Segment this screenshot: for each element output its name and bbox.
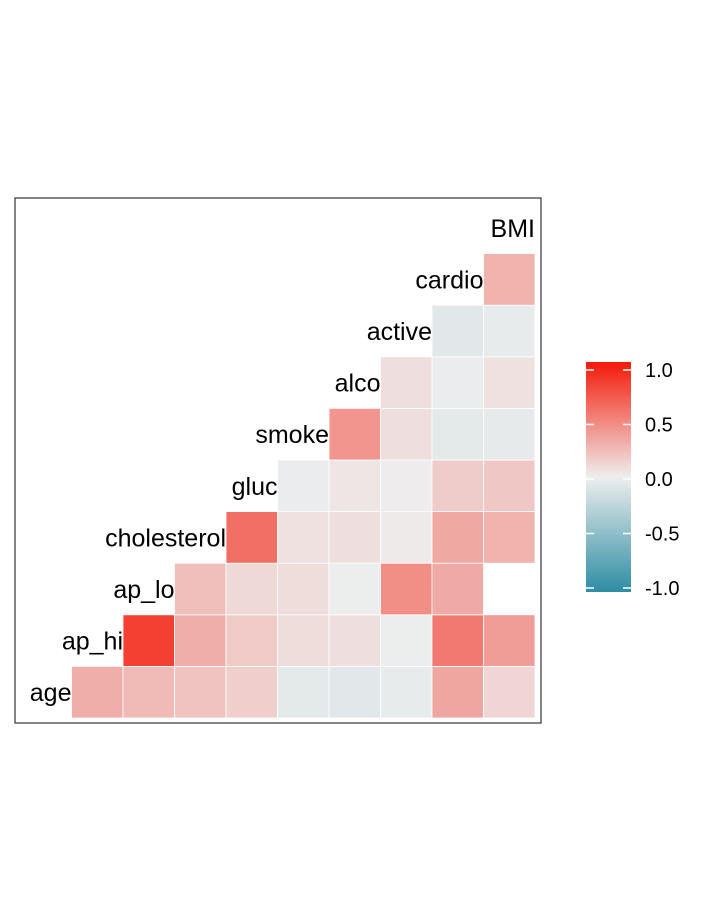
variable-label-ap_hi: ap_hi (62, 628, 123, 656)
plot-panel-border (14, 197, 542, 724)
cell-active-BMI (483, 304, 536, 358)
cell-ap_hi-gluc (225, 614, 278, 667)
cell-age-BMI (483, 666, 536, 719)
cell-age-alco (328, 666, 381, 719)
cell-age-cardio (431, 666, 484, 719)
cell-age-ap_hi (71, 666, 124, 719)
cell-ap_lo-alco (328, 562, 381, 616)
cell-ap_lo-smoke (277, 562, 330, 616)
cell-cardio-BMI (483, 253, 536, 306)
variable-label-cardio: cardio (415, 266, 483, 294)
cell-smoke-cardio (431, 407, 484, 461)
cell-ap_lo-cholesterol (174, 562, 227, 616)
legend-tick-label: 1.0 (645, 360, 673, 382)
cell-gluc-smoke (277, 459, 330, 512)
cell-cholesterol-active (380, 511, 433, 564)
cell-smoke-alco (328, 407, 381, 461)
legend-colorbar (586, 362, 631, 592)
cell-ap_hi-alco (328, 614, 381, 667)
variable-label-alco: alco (335, 370, 381, 398)
cell-gluc-active (380, 459, 433, 512)
cell-age-smoke (277, 666, 330, 719)
cell-gluc-cardio (431, 459, 484, 512)
cell-age-active (380, 666, 433, 719)
cell-ap_hi-ap_lo (122, 614, 175, 667)
heatmap-cells (71, 253, 536, 719)
cell-ap_hi-cholesterol (174, 614, 227, 667)
cell-smoke-BMI (483, 407, 536, 461)
legend-tick-label: -0.5 (645, 524, 679, 546)
cell-age-gluc (225, 666, 278, 719)
cell-alco-active (380, 356, 433, 409)
variable-label-cholesterol: cholesterol (105, 524, 226, 552)
legend-ticks: 1.0 0.5 0.0 -0.5 -1.0 (586, 360, 679, 600)
legend-tick-label: -1.0 (645, 578, 679, 600)
variable-label-age: age (30, 679, 72, 707)
color-legend: 1.0 0.5 0.0 -0.5 -1.0 (586, 360, 679, 600)
cell-ap_hi-cardio (431, 614, 484, 667)
cell-cholesterol-alco (328, 511, 381, 564)
variable-label-BMI: BMI (491, 215, 535, 243)
cell-ap_lo-cardio (431, 562, 484, 616)
cell-active-cardio (431, 304, 484, 358)
cell-alco-BMI (483, 356, 536, 409)
cell-ap_lo-active (380, 562, 433, 616)
cell-cholesterol-cardio (431, 511, 484, 564)
cell-ap_hi-smoke (277, 614, 330, 667)
cell-age-cholesterol (174, 666, 227, 719)
cell-smoke-active (380, 407, 433, 461)
legend-tick-label: 0.5 (645, 415, 673, 437)
cell-cholesterol-BMI (483, 511, 536, 564)
cell-cholesterol-smoke (277, 511, 330, 564)
variable-label-smoke: smoke (255, 421, 329, 449)
cell-age-ap_lo (122, 666, 175, 719)
variable-label-ap_lo: ap_lo (113, 576, 174, 604)
cell-ap_lo-gluc (225, 562, 278, 616)
variable-label-active: active (367, 318, 432, 346)
cell-gluc-BMI (483, 459, 536, 512)
cell-gluc-alco (328, 459, 381, 512)
cell-cholesterol-gluc (225, 511, 278, 564)
cell-alco-cardio (431, 356, 484, 409)
variable-label-gluc: gluc (232, 473, 278, 501)
legend-tick-label: 0.0 (645, 469, 673, 491)
cell-ap_hi-active (380, 614, 433, 667)
cell-ap_hi-BMI (483, 614, 536, 667)
